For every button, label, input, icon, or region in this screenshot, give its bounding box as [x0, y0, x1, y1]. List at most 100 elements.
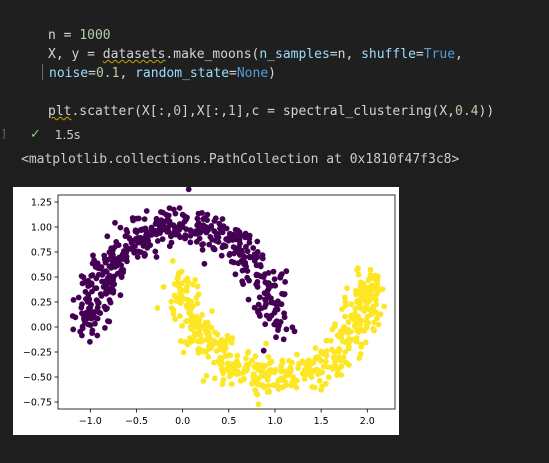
data-point — [362, 339, 369, 346]
data-point — [114, 258, 121, 265]
data-point — [148, 224, 155, 231]
data-point — [122, 233, 129, 240]
data-point — [276, 322, 282, 329]
data-point — [87, 305, 94, 311]
data-point — [177, 300, 184, 306]
data-point — [243, 361, 250, 368]
data-point — [69, 313, 76, 319]
data-point — [246, 239, 253, 246]
data-point — [102, 256, 108, 263]
data-point — [99, 278, 105, 285]
data-point — [366, 297, 372, 304]
code-editor[interactable]: n = 1000 X, y = datasets.make_moons(n_sam… — [42, 26, 494, 121]
data-point — [252, 353, 259, 360]
data-point — [177, 290, 184, 296]
data-point — [318, 386, 325, 393]
data-point — [241, 375, 247, 382]
code-cell-input[interactable] — [22, 14, 549, 121]
data-point — [196, 235, 203, 242]
data-point — [188, 312, 195, 318]
data-point — [105, 288, 112, 295]
data-point — [283, 326, 290, 333]
data-point — [354, 327, 361, 334]
data-point — [124, 245, 131, 252]
data-point — [262, 321, 269, 328]
data-point — [253, 281, 260, 288]
code-token: noise — [49, 66, 89, 81]
data-point — [218, 337, 225, 343]
data-point — [381, 303, 387, 310]
data-point — [355, 271, 362, 278]
data-point — [283, 268, 290, 275]
data-point — [164, 224, 171, 231]
check-icon: ✓ — [30, 127, 41, 142]
data-point — [110, 287, 117, 294]
data-point — [280, 377, 287, 383]
code-token: True — [423, 47, 456, 62]
code-token: , — [119, 66, 136, 81]
data-point — [294, 351, 300, 358]
data-point — [203, 319, 209, 326]
data-point — [187, 232, 194, 239]
data-point — [211, 375, 218, 382]
data-point — [137, 249, 144, 255]
code-token: 1 — [228, 104, 236, 119]
data-point — [344, 285, 350, 291]
data-point — [341, 294, 348, 301]
data-point — [179, 223, 186, 230]
code-line[interactable]: plt.scatter(X[:,0],X[:,1],c = spectral_c… — [48, 102, 494, 121]
data-point — [214, 331, 221, 338]
data-point — [93, 275, 100, 282]
code-line[interactable]: X, y = datasets.make_moons(n_samples=n, … — [48, 45, 494, 64]
data-point — [80, 274, 87, 281]
data-point — [157, 225, 164, 231]
data-point — [168, 298, 175, 305]
data-point — [137, 227, 144, 233]
data-point — [280, 384, 286, 391]
data-point — [331, 349, 338, 355]
data-point — [168, 239, 175, 246]
data-point — [173, 295, 180, 302]
code-line[interactable]: noise=0.1, random_state=None) — [42, 64, 494, 83]
code-line[interactable] — [48, 83, 494, 102]
data-point — [222, 340, 229, 347]
data-point — [187, 335, 193, 342]
data-point — [271, 276, 278, 282]
data-point — [338, 372, 345, 378]
code-token: ) — [268, 66, 276, 81]
data-point — [242, 234, 249, 241]
data-point — [280, 336, 287, 343]
code-token: datasets — [102, 47, 166, 62]
data-point — [327, 337, 334, 344]
data-point — [170, 311, 177, 317]
data-point — [265, 368, 272, 375]
data-point — [358, 343, 365, 350]
data-point — [256, 294, 263, 301]
data-point — [289, 379, 296, 386]
data-point — [89, 327, 96, 334]
data-point — [265, 294, 272, 301]
data-point — [219, 381, 226, 387]
data-point — [254, 262, 260, 268]
data-point — [218, 252, 225, 259]
data-point — [194, 283, 201, 290]
data-point — [107, 299, 114, 306]
data-point — [196, 327, 203, 334]
data-point — [337, 354, 343, 361]
data-point — [89, 272, 96, 278]
data-point — [242, 260, 249, 267]
data-point — [104, 233, 111, 240]
code-token: shuffle — [361, 47, 416, 62]
data-point — [112, 264, 118, 270]
data-point — [163, 211, 169, 218]
data-point — [251, 377, 257, 384]
data-point — [139, 235, 146, 242]
data-point — [369, 287, 376, 293]
code-line[interactable]: n = 1000 — [48, 26, 494, 45]
data-point — [98, 293, 105, 299]
data-point — [354, 266, 360, 273]
data-point — [170, 222, 177, 229]
data-point — [352, 305, 359, 312]
data-point — [134, 237, 141, 244]
data-point — [192, 324, 199, 330]
